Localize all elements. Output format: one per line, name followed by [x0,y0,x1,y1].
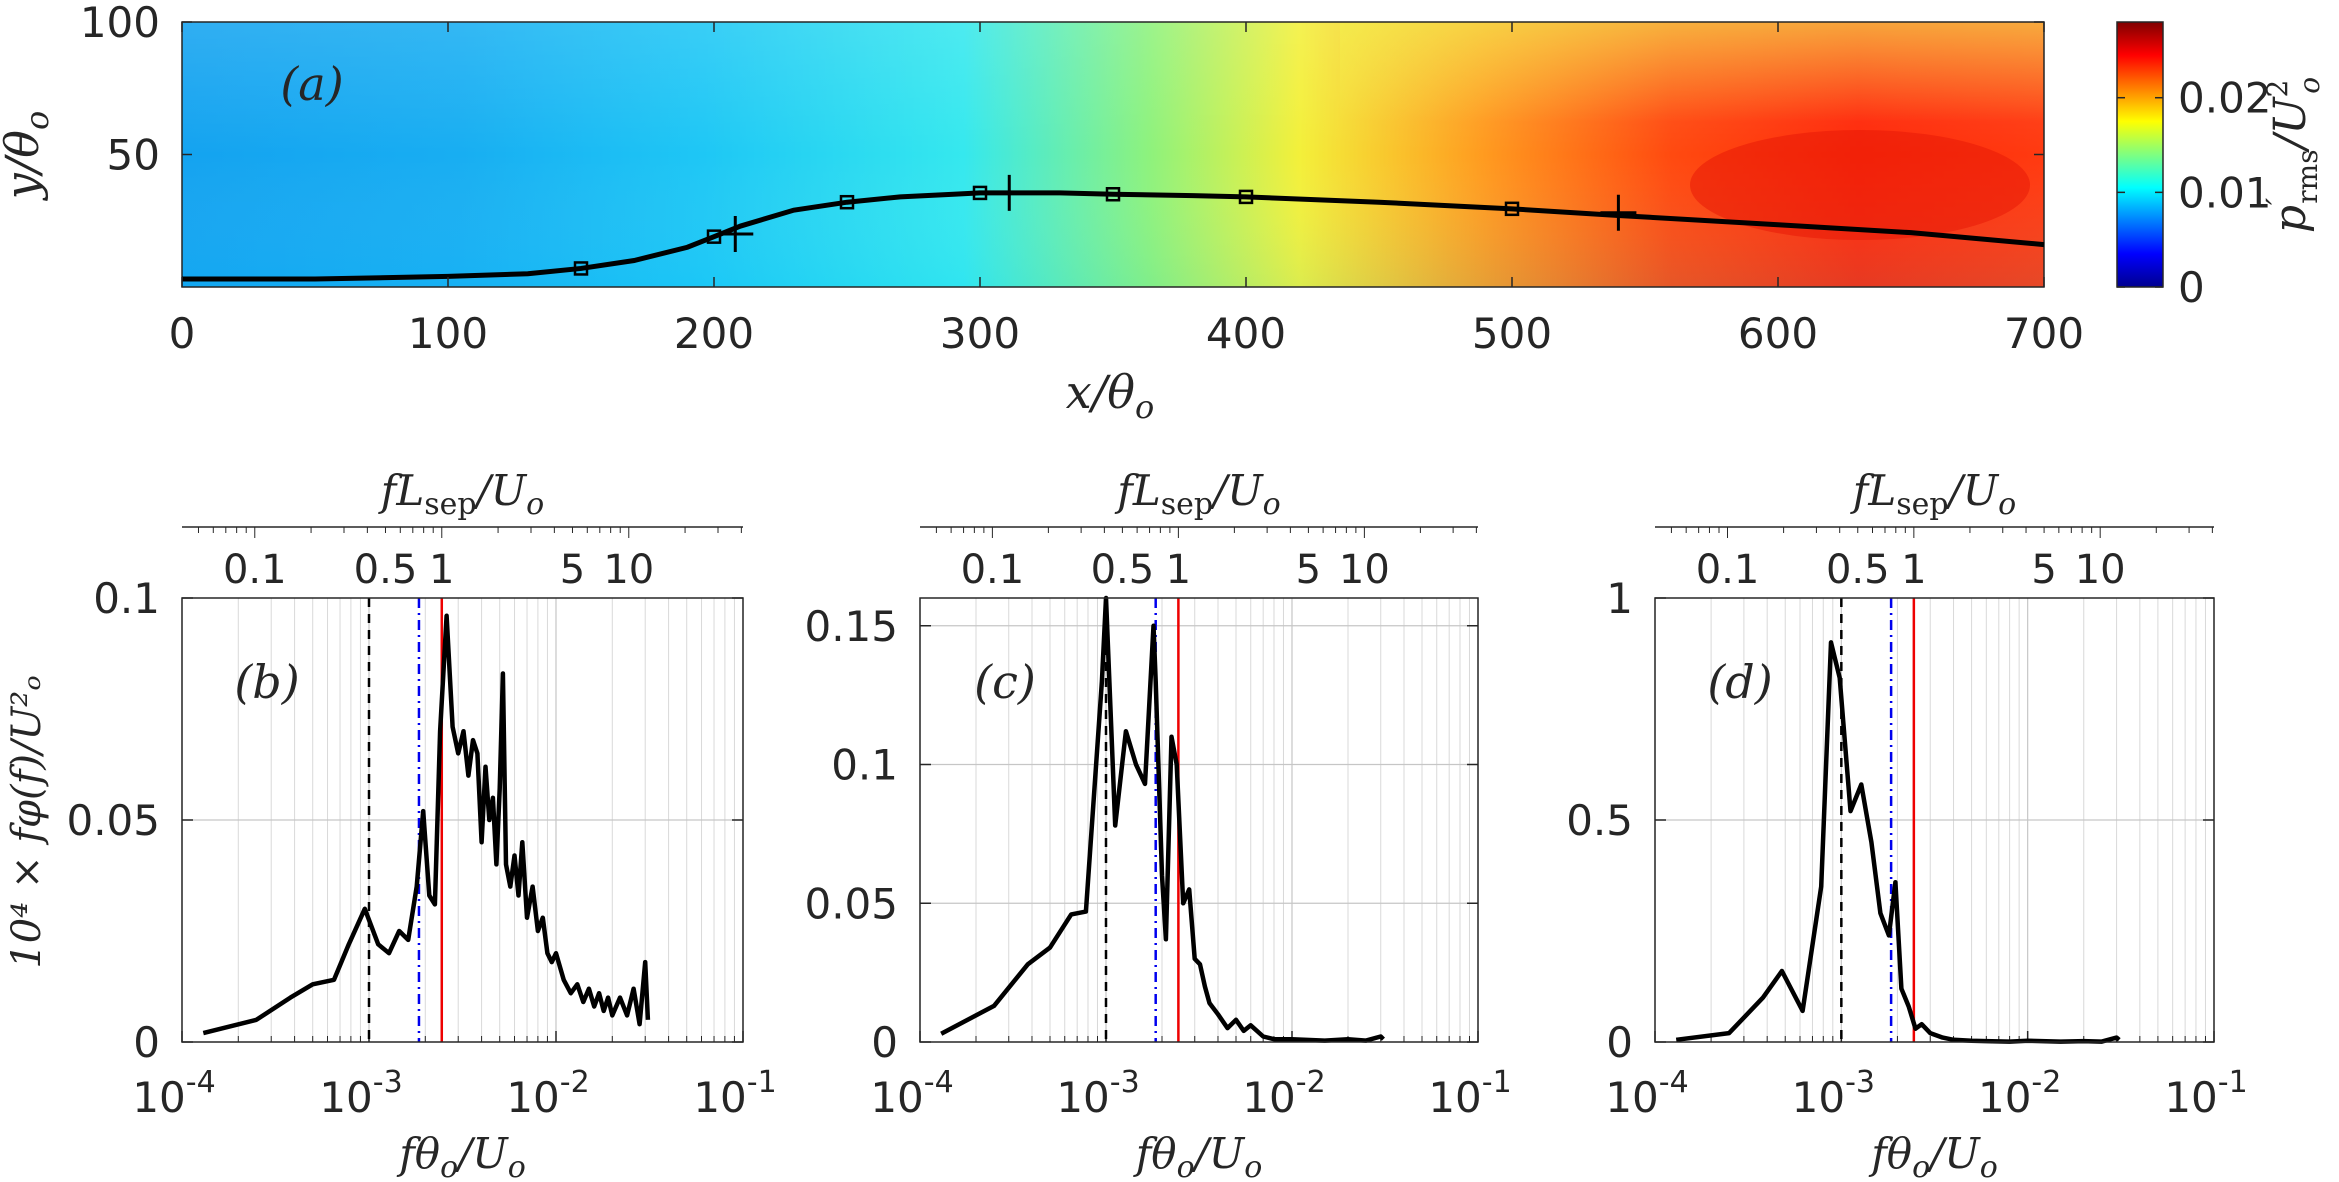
top-tick-label: 1 [1166,547,1191,593]
heatmap-hotspot [1690,130,2030,240]
top-tick-label: 0.1 [223,547,287,593]
panel-label-a: (a) [280,57,343,111]
x-tick-label: 400 [1206,309,1286,358]
top-tick-label: 10 [1339,547,1390,593]
panel-a: 0 100 200 300 400 500 600 700 50 100 (a) x/θo y/… [0,0,2326,426]
square-marker [972,185,988,201]
y-tick-label: 0.1 [93,574,160,623]
square-marker [1504,201,1520,217]
x-tick-label: 10-1 [693,1065,776,1122]
x-tick-label: 10-1 [1428,1065,1511,1122]
panel-b: 10-4 10-3 10-2 10-100.050.1(b)fθo/Uo0.1 0.5 1… [66,466,776,1182]
top-axis-label: fLsep/Uo [1850,466,2016,522]
x-tick-label: 10-4 [1605,1065,1688,1122]
colorbar [2116,21,2164,288]
top-tick-label: 10 [2075,547,2126,593]
x-tick-label: 10-2 [1242,1065,1325,1122]
spectrum-line [202,613,651,1036]
y-axis-label-b: 10⁴ × fφ(f)/U²ₒ [4,675,50,968]
heatmap-top-fade [1340,22,2044,122]
colorbar-tick-label: 0 [2178,263,2205,312]
y-tick-label: 0 [133,1018,160,1067]
x-tick-label: 100 [408,309,488,358]
x-tick-label: 10-4 [132,1065,215,1122]
x-tick-label: 700 [2004,309,2084,358]
top-axis-label: fLsep/Uo [378,466,544,522]
spectrum-line [940,595,1385,1043]
x-axis-label-a: x/θo [1066,365,1154,426]
plus-marker [991,174,1028,211]
x-axis-label: fθo/Uo [396,1129,526,1182]
top-tick-label: 0.5 [1091,547,1155,593]
y-tick-label: 0 [871,1018,898,1067]
panel-label: (b) [234,655,299,709]
y-tick-label: 1 [1606,574,1633,623]
x-tick-label: 600 [1738,309,1818,358]
axes-box [181,597,744,1043]
x-tick-label: 10-3 [1792,1065,1875,1122]
separation-line [182,190,2045,282]
panel-label: (d) [1707,655,1772,709]
panel-d: 10-4 10-3 10-2 10-100.51(d)fθo/Uo0.1 0.5 1 5 10… [1566,466,2247,1182]
y-tick-label: 0.05 [804,879,898,928]
panel-c: 10-4 10-3 10-2 10-100.050.10.15(c)fθo/Uo0.1… [804,466,1511,1182]
axes-box [1654,597,2215,1043]
top-axis-label: fLsep/Uo [1114,466,1280,522]
x-tick-label: 10-2 [1978,1065,2061,1122]
colorbar-tick-label: 0.01 [2178,168,2272,217]
x-tick-label: 10-2 [506,1065,589,1122]
square-marker [1105,187,1121,202]
top-tick-label: 5 [2031,547,2056,593]
top-tick-label: 1 [429,547,454,593]
top-tick-label: 5 [560,547,585,593]
plus-marker [1600,194,1637,231]
y-tick-label: 0.05 [66,796,160,845]
top-tick-label: 5 [1296,547,1321,593]
y-axis-label-a: y/θo [0,111,56,201]
y-ticks-a: 50 100 [80,0,2044,180]
square-marker [839,194,855,210]
x-ticks-a: 0 100 200 300 400 500 600 700 [169,22,2084,358]
colorbar-label: p′rms/U2o [2259,77,2326,233]
spectrum-line [1675,640,2121,1044]
x-tick-label: 200 [674,309,754,358]
x-tick-label: 10-1 [2164,1065,2247,1122]
x-tick-label: 500 [1472,309,1552,358]
x-tick-label: 0 [169,309,196,358]
y-tick-label: 0.15 [804,602,898,651]
y-tick-label: 0 [1606,1018,1633,1067]
axes-box [919,597,1479,1043]
x-tick-label: 10-3 [319,1065,402,1122]
panel-label: (c) [974,655,1036,709]
colorbar-ticks: 0 0.01 0.02 [2117,74,2272,312]
top-tick-label: 10 [603,547,654,593]
square-marker [1238,189,1254,205]
y-tick-label: 100 [80,0,160,47]
square-marker [706,229,722,244]
x-tick-label: 300 [940,309,1020,358]
x-tick-label: 10-3 [1056,1065,1139,1122]
top-tick-label: 0.1 [1696,547,1760,593]
y-tick-label: 0.5 [1566,796,1633,845]
plus-marker [717,216,754,252]
top-tick-label: 1 [1901,547,1926,593]
y-tick-label: 0.1 [831,741,898,790]
x-axis-label: fθo/Uo [1868,1129,1998,1182]
y-tick-label: 50 [107,131,160,180]
top-tick-label: 0.1 [961,547,1025,593]
colorbar-tick-label: 0.02 [2178,74,2272,123]
x-tick-label: 10-4 [870,1065,953,1122]
square-marker [573,261,589,276]
top-tick-label: 0.5 [354,547,418,593]
top-tick-label: 0.5 [1826,547,1890,593]
x-axis-label: fθo/Uo [1133,1129,1263,1182]
separation-curve [182,174,2045,282]
